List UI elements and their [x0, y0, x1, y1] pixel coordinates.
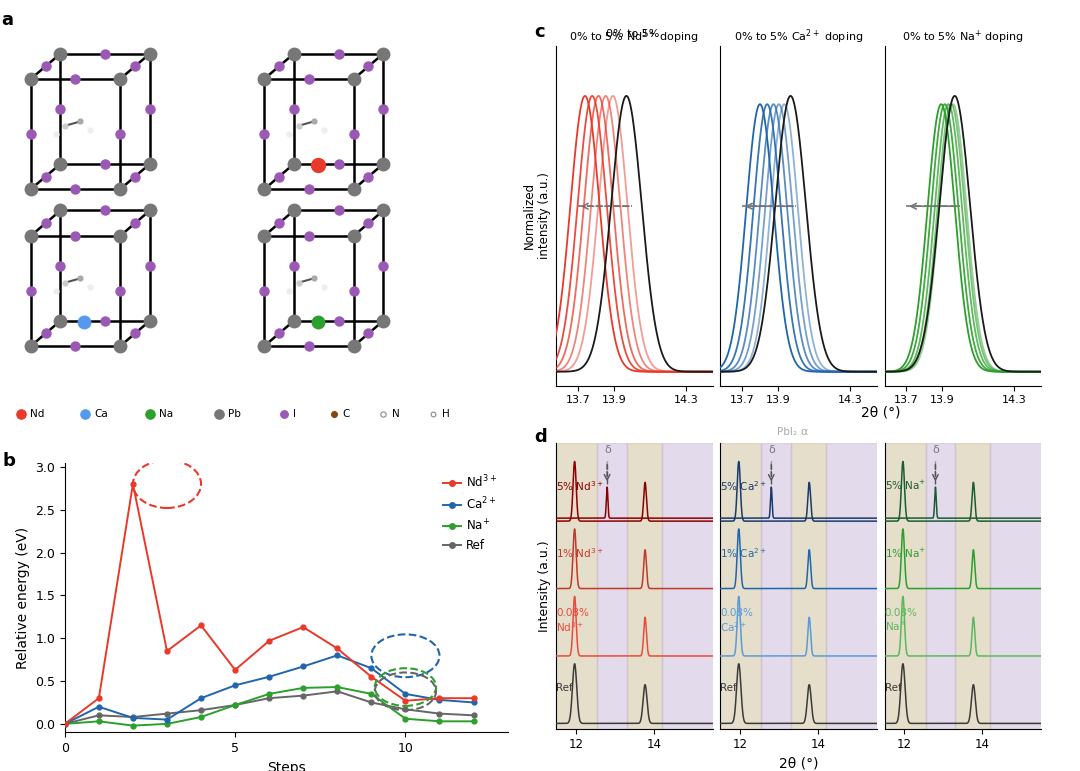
X-axis label: Steps: Steps [267, 761, 306, 771]
Y-axis label: Intensity (a.u.): Intensity (a.u.) [538, 540, 551, 631]
Bar [552, 443, 597, 729]
Text: 0.08%
Na$^{+}$: 0.08% Na$^{+}$ [885, 608, 917, 633]
Text: Pb: Pb [228, 409, 241, 419]
Text: 0.08%
Nd$^{3+}$: 0.08% Nd$^{3+}$ [556, 608, 589, 634]
Text: α: α [800, 427, 808, 437]
Text: C: C [342, 409, 350, 419]
Legend: Nd$^{3+}$, Ca$^{2+}$, Na$^{+}$, Ref: Nd$^{3+}$, Ca$^{2+}$, Na$^{+}$, Ref [438, 469, 502, 557]
Text: Ref: Ref [556, 683, 573, 693]
Bar [880, 443, 926, 729]
Title: 0% to 5% Nd$^{3+}$ doping: 0% to 5% Nd$^{3+}$ doping [569, 28, 700, 46]
Text: I: I [293, 409, 296, 419]
Bar [826, 443, 881, 729]
Text: PbI₂: PbI₂ [778, 427, 797, 437]
Text: 5% Nd$^{3+}$: 5% Nd$^{3+}$ [556, 479, 604, 493]
Text: d: d [535, 428, 548, 446]
Text: 0% to 5%: 0% to 5% [606, 29, 663, 39]
Title: 0% to 5% Na$^{+}$ doping: 0% to 5% Na$^{+}$ doping [902, 29, 1024, 46]
Text: H: H [442, 409, 449, 419]
Text: 1% Ca$^{2+}$: 1% Ca$^{2+}$ [720, 547, 767, 560]
Bar [626, 443, 662, 729]
Bar [926, 443, 955, 729]
X-axis label: 2θ (°): 2θ (°) [779, 757, 819, 771]
Text: δ: δ [605, 446, 611, 456]
Title: 0% to 5% Ca$^{2+}$ doping: 0% to 5% Ca$^{2+}$ doping [734, 28, 863, 46]
Bar [716, 443, 761, 729]
Text: Nd: Nd [29, 409, 44, 419]
Text: Na: Na [159, 409, 173, 419]
Text: 1% Nd$^{3+}$: 1% Nd$^{3+}$ [556, 547, 604, 560]
Text: 0.08%
Ca$^{2+}$: 0.08% Ca$^{2+}$ [720, 608, 753, 634]
Bar [597, 443, 626, 729]
Bar [791, 443, 826, 729]
Text: Ref: Ref [885, 683, 902, 693]
Text: 2θ (°): 2θ (°) [861, 406, 901, 419]
Bar [662, 443, 717, 729]
Text: Ca: Ca [94, 409, 108, 419]
Bar [990, 443, 1045, 729]
Text: 5% Na$^{+}$: 5% Na$^{+}$ [885, 479, 926, 492]
Text: c: c [535, 23, 545, 41]
Text: 1% Na$^{+}$: 1% Na$^{+}$ [885, 547, 926, 560]
Text: Ref: Ref [720, 683, 738, 693]
Text: N: N [392, 409, 400, 419]
Text: a: a [1, 11, 13, 29]
Text: 5% Ca$^{2+}$: 5% Ca$^{2+}$ [720, 479, 767, 493]
Y-axis label: Relative energy (eV): Relative energy (eV) [15, 527, 29, 668]
Text: δ: δ [933, 446, 940, 456]
Text: δ: δ [769, 446, 775, 456]
Y-axis label: Normalized
intensity (a.u.): Normalized intensity (a.u.) [523, 173, 551, 259]
Text: b: b [3, 452, 16, 470]
Bar [955, 443, 990, 729]
Bar [761, 443, 791, 729]
